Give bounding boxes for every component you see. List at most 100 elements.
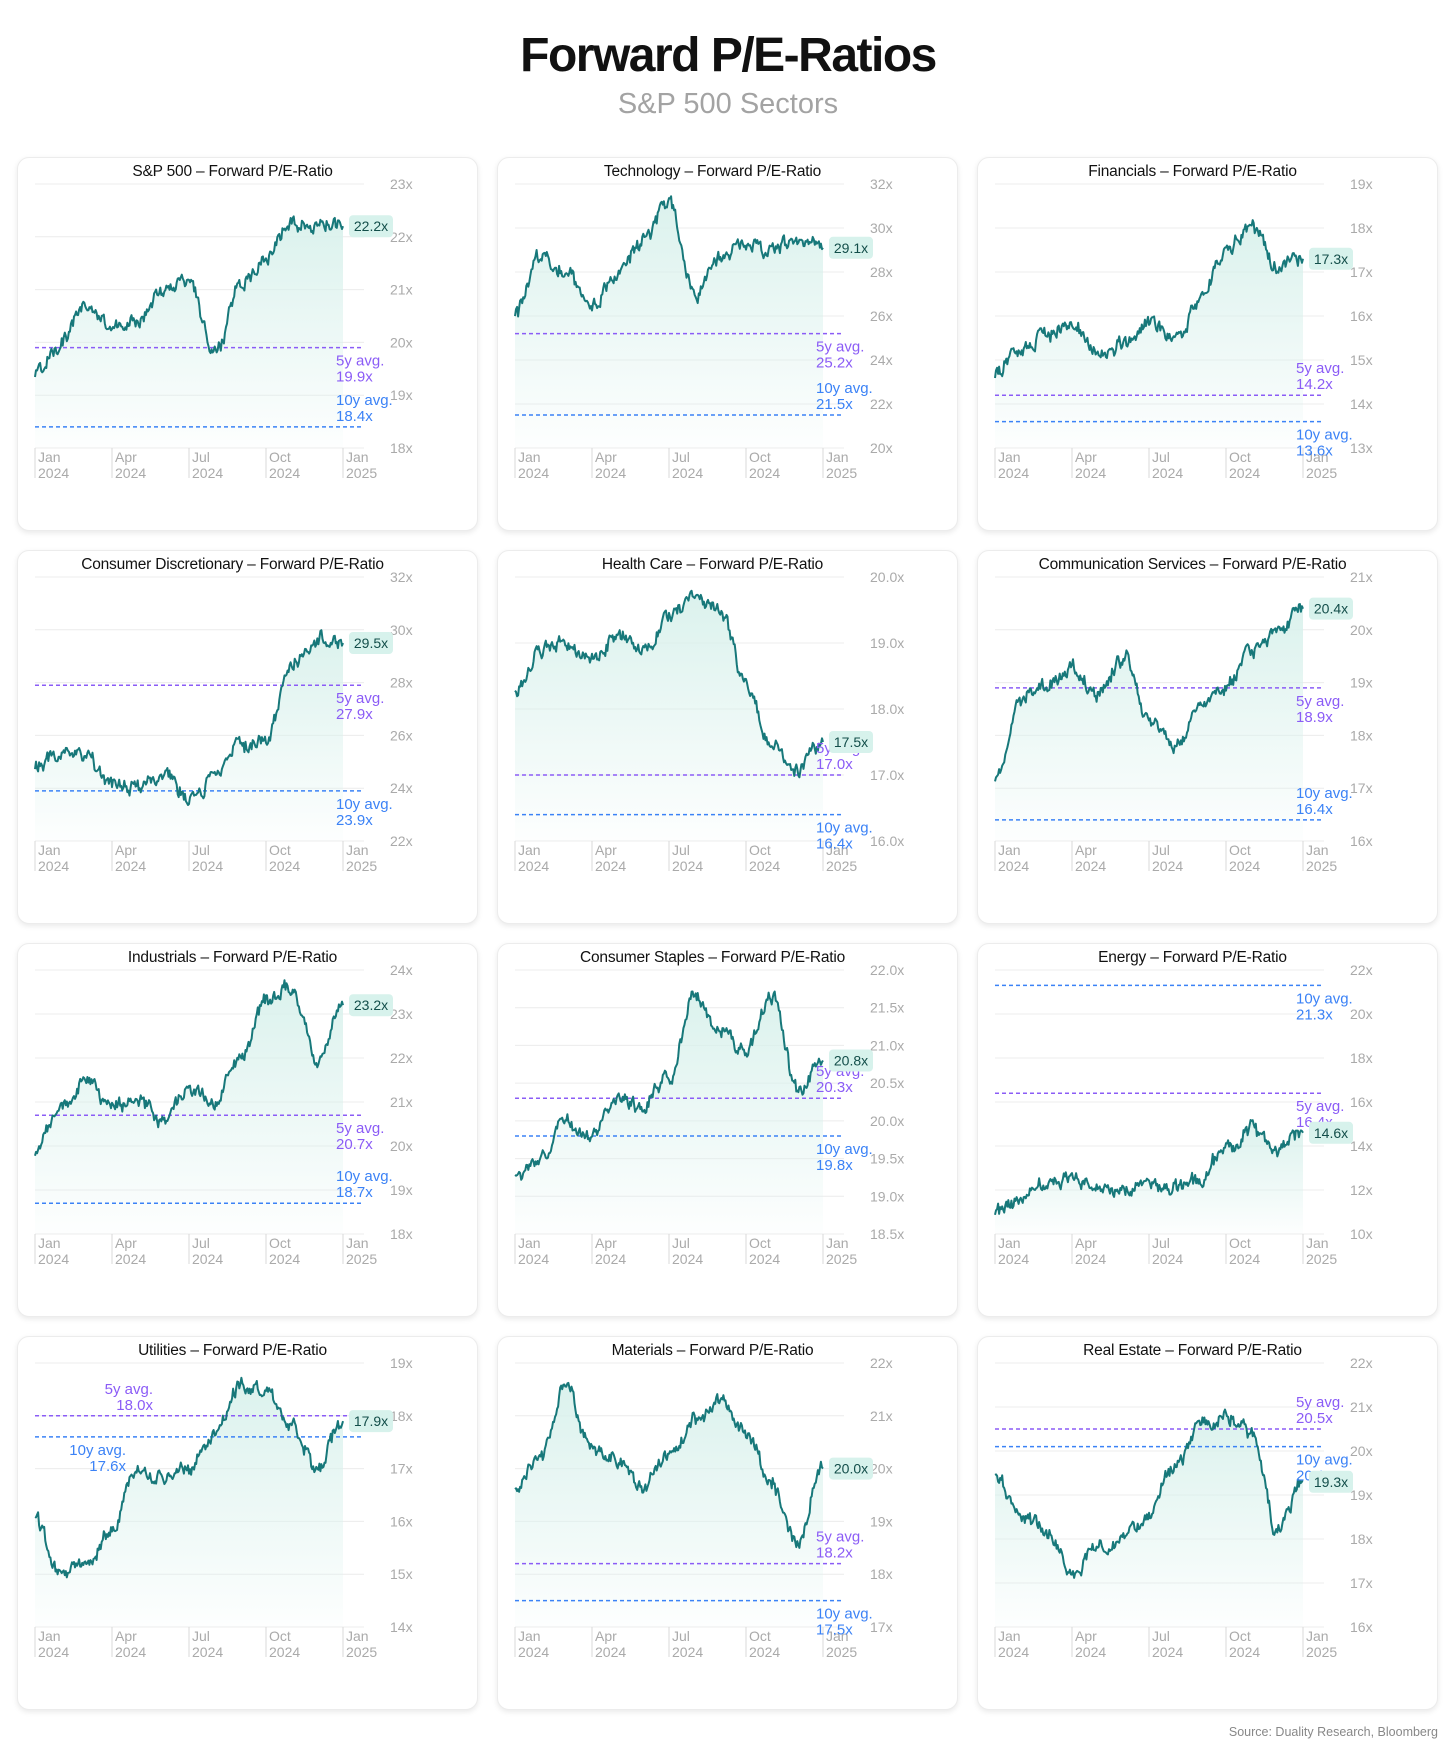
y-tick-label: 17x	[390, 1461, 413, 1477]
chart-title: Consumer Discretionary – Forward P/E-Rat…	[81, 556, 384, 573]
series-area	[515, 590, 823, 841]
avg10-value: 17.5x	[816, 1622, 853, 1639]
series-line	[34, 215, 344, 378]
x-tick-label: Jan	[38, 449, 61, 465]
series-area	[995, 220, 1303, 448]
x-tick-label: 2024	[269, 1644, 300, 1660]
avg5-value: 25.2x	[816, 355, 853, 372]
avg10-value: 17.6x	[89, 1458, 126, 1475]
x-tick-label: Jan	[38, 1628, 61, 1644]
y-tick-label: 16x	[1350, 1619, 1373, 1635]
x-tick-label: 2025	[346, 1644, 377, 1660]
series-area	[35, 1377, 343, 1627]
x-tick-label: 2024	[1229, 1644, 1260, 1660]
x-tick-label: Jan	[346, 1235, 369, 1251]
x-tick-label: Jan	[518, 449, 541, 465]
y-tick-label: 22x	[390, 833, 413, 849]
y-tick-label: 20x	[390, 334, 413, 350]
series-area	[515, 991, 823, 1234]
x-tick-label: Jan	[38, 1235, 61, 1251]
avg5-label: 5y avg.	[336, 690, 384, 707]
x-tick-label: Jan	[1306, 1628, 1329, 1644]
chart-panel: Industrials – Forward P/E-Ratio 24x 23x 22x…	[17, 943, 478, 1317]
y-tick-label: 20x	[870, 440, 893, 456]
x-tick-label: 2024	[749, 1644, 780, 1660]
avg10-label: 10y avg.	[69, 1442, 126, 1459]
avg5-label: 5y avg.	[1296, 360, 1344, 377]
page-title: Forward P/E-Ratios	[520, 29, 937, 82]
x-tick-label: 2024	[749, 1251, 780, 1267]
source-note: Source: Duality Research, Bloomberg	[1228, 1725, 1438, 1739]
y-tick-label: 18x	[390, 440, 413, 456]
avg10-label: 10y avg.	[816, 820, 873, 837]
x-tick-label: 2024	[1229, 858, 1260, 874]
x-tick-label: 2025	[826, 1644, 857, 1660]
avg5-value: 20.3x	[816, 1079, 853, 1096]
series-line	[994, 603, 1304, 782]
y-tick-label: 19.0x	[870, 635, 904, 651]
y-tick-label: 20.0x	[870, 1113, 904, 1129]
x-tick-label: 2024	[595, 465, 626, 481]
last-value-label: 22.2x	[354, 218, 388, 234]
y-tick-label: 26x	[870, 308, 893, 324]
y-tick-label: 18x	[1350, 1531, 1373, 1547]
x-tick-label: Apr	[1075, 842, 1097, 858]
y-tick-label: 16x	[1350, 308, 1373, 324]
series-area	[995, 1120, 1303, 1234]
series-line	[34, 1376, 344, 1579]
chart-title: Consumer Staples – Forward P/E-Ratio	[579, 949, 846, 966]
avg5-value: 17.0x	[816, 756, 853, 773]
x-tick-label: 2024	[1075, 465, 1106, 481]
y-tick-label: 10x	[1350, 1226, 1373, 1242]
x-tick-label: Jan	[518, 1235, 541, 1251]
chart-panel: Utilities – Forward P/E-Ratio 19x 18x 17x 16…	[17, 1336, 478, 1710]
avg10-label: 10y avg.	[1296, 427, 1353, 444]
last-value-badge	[1309, 597, 1353, 620]
avg5-label: 5y avg.	[336, 1120, 384, 1137]
x-tick-label: 2024	[1075, 1251, 1106, 1267]
x-tick-label: Jul	[1152, 1235, 1170, 1251]
x-tick-label: 2024	[269, 1251, 300, 1267]
chart-title: Materials – Forward P/E-Ratio	[611, 1342, 814, 1359]
chart-panel: Energy – Forward P/E-Ratio 22x 20x 18x 16x 14…	[977, 943, 1438, 1317]
x-tick-label: Apr	[595, 1628, 617, 1644]
chart-title: Technology – Forward P/E-Ratio	[603, 163, 822, 180]
x-tick-label: 2024	[38, 465, 69, 481]
x-tick-label: Jan	[998, 449, 1021, 465]
y-tick-label: 22x	[390, 1050, 413, 1066]
y-tick-label: 22x	[390, 229, 413, 245]
y-tick-label: 14x	[1350, 1138, 1373, 1154]
chart-panel: Materials – Forward P/E-Ratio 22x 21x 20x 19…	[497, 1336, 958, 1710]
y-tick-label: 16x	[1350, 833, 1373, 849]
avg10-value: 23.9x	[336, 812, 373, 829]
series-area	[515, 196, 823, 448]
last-value-badge	[829, 731, 873, 753]
y-tick-label: 28x	[390, 675, 413, 691]
x-tick-label: Jan	[1306, 449, 1329, 465]
series-line	[994, 219, 1304, 379]
x-tick-label: 2024	[1152, 1644, 1183, 1660]
line-chart: 19x18x17x16x15x14xJan2024Apr2024Jul2024O…	[34, 1355, 413, 1660]
x-tick-label: Jul	[192, 1628, 210, 1644]
x-tick-label: Jan	[1306, 842, 1329, 858]
avg10-label: 10y avg.	[816, 1606, 873, 1623]
x-tick-label: Jan	[826, 449, 849, 465]
y-tick-label: 22x	[870, 1355, 893, 1371]
x-tick-label: 2024	[518, 1644, 549, 1660]
line-chart: 32x30x28x26x24x22xJan2024Apr2024Jul2024O…	[34, 569, 413, 874]
avg10-value: 16.4x	[1296, 801, 1333, 818]
last-value-label: 20.4x	[1314, 601, 1348, 617]
x-tick-label: 2024	[1152, 1251, 1183, 1267]
y-tick-label: 15x	[1350, 352, 1373, 368]
x-tick-label: 2025	[1306, 1644, 1337, 1660]
x-tick-label: 2024	[518, 858, 549, 874]
y-tick-label: 26x	[390, 727, 413, 743]
series-line	[34, 979, 344, 1157]
series-line	[34, 629, 344, 806]
y-tick-label: 13x	[1350, 440, 1373, 456]
page-subtitle: S&P 500 Sectors	[617, 88, 839, 120]
line-chart: 22.0x 21.5x 21.0x 20.5x 20.0x 19.5x 19.0x 18.5x…	[514, 962, 904, 1267]
y-tick-label: 21x	[1350, 1399, 1373, 1415]
x-tick-label: Oct	[269, 1235, 291, 1251]
line-chart: 19x18x17x16x15x14x13xJan2024Apr2024Jul20…	[994, 176, 1373, 481]
